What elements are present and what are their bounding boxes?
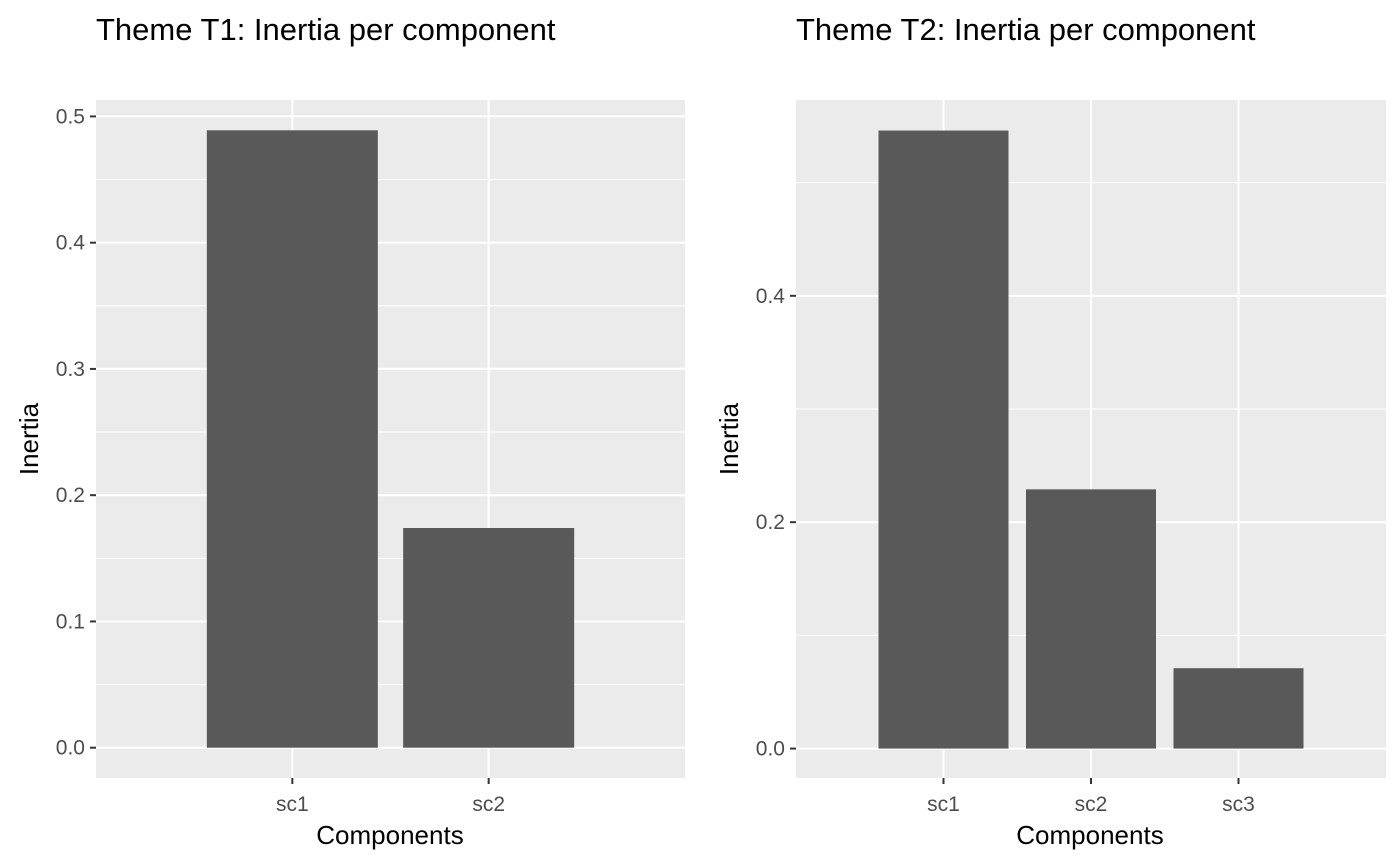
x-tick-label: sc2	[1075, 793, 1108, 816]
chart-panel-t1: 0.0 0.1 0.2 0.3 0.4 0.5 sc1 sc2 Theme T1: Inert…	[14, 12, 685, 850]
y-tick-label: 0.2	[756, 511, 785, 534]
bars-t2	[878, 130, 1304, 749]
y-axis-title-t1: Inertia	[14, 402, 44, 475]
x-tick-label: sc1	[927, 793, 960, 816]
y-axis-title-t2: Inertia	[714, 402, 744, 475]
y-tick-label: 0.5	[56, 105, 85, 128]
x-tick-label: sc1	[276, 793, 309, 816]
x-axis-title-t1: Components	[316, 820, 463, 850]
chart-title-t1: Theme T1: Inertia per component	[96, 12, 556, 47]
bar-sc1	[878, 130, 1009, 749]
axis-ticks-t2: 0.0 0.2 0.4 sc1 sc2 sc3	[756, 285, 1255, 816]
bar-sc2	[1026, 489, 1156, 749]
x-tick-label: sc3	[1222, 793, 1255, 816]
bar-sc3	[1173, 668, 1304, 749]
x-axis-title-t2: Components	[1016, 820, 1163, 850]
chart-panel-t2: 0.0 0.2 0.4 sc1 sc2 sc3 Theme T2: Inertia per…	[714, 12, 1386, 850]
y-tick-label: 0.4	[56, 232, 86, 255]
y-tick-label: 0.0	[56, 737, 85, 760]
y-tick-label: 0.4	[756, 285, 786, 308]
x-tick-label: sc2	[472, 793, 505, 816]
bar-sc2	[403, 528, 575, 748]
y-tick-label: 0.3	[56, 358, 85, 381]
chart-title-t2: Theme T2: Inertia per component	[796, 12, 1256, 47]
bars-t1	[206, 130, 575, 748]
y-tick-label: 0.0	[756, 738, 785, 761]
axis-ticks-t1: 0.0 0.1 0.2 0.3 0.4 0.5 sc1 sc2	[56, 105, 505, 816]
y-tick-label: 0.1	[56, 610, 85, 633]
plot-background-t1	[96, 100, 685, 778]
bar-sc1	[206, 130, 378, 748]
y-tick-label: 0.2	[56, 484, 85, 507]
